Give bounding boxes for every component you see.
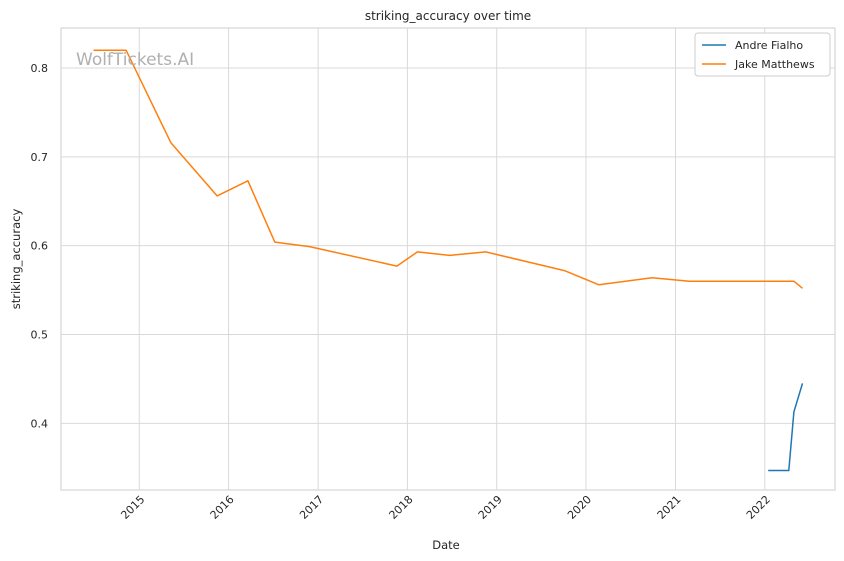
series-line-andre-fialho — [768, 383, 804, 472]
y-tick-labels: 0.4 0.5 0.6 0.7 0.8 — [31, 62, 49, 430]
x-tick-label: 2019 — [476, 493, 505, 522]
x-axis-label: Date — [432, 538, 460, 552]
plot-area — [60, 27, 836, 491]
y-tick-label: 0.8 — [31, 62, 49, 75]
series-line-jake-matthews — [93, 49, 803, 289]
x-tick-label: 2022 — [744, 493, 773, 522]
x-tick-label: 2015 — [118, 493, 147, 522]
y-axis-label: striking_accuracy — [9, 209, 23, 310]
legend: Andre Fialho Jake Matthews — [694, 32, 831, 77]
y-tick-label: 0.5 — [31, 329, 49, 342]
x-tick-label: 2020 — [565, 493, 594, 522]
y-tick-label: 0.6 — [31, 240, 49, 253]
y-tick-label: 0.7 — [31, 151, 49, 164]
watermark: WolfTickets.AI — [76, 50, 194, 70]
x-tick-label: 2021 — [655, 493, 684, 522]
x-tick-labels: 2015 2016 2017 2018 2019 2020 2021 2022 — [118, 493, 773, 522]
legend-label-andre-fialho: Andre Fialho — [735, 39, 803, 52]
x-tick-label: 2018 — [387, 493, 416, 522]
legend-label-jake-matthews: Jake Matthews — [734, 58, 815, 71]
x-tick-label: 2016 — [208, 493, 237, 522]
x-tick-label: 2017 — [297, 493, 326, 522]
legend-box — [694, 32, 831, 77]
series-lines — [93, 49, 804, 472]
y-tick-label: 0.4 — [31, 417, 49, 430]
x-gridlines — [138, 28, 766, 490]
chart-title: striking_accuracy over time — [365, 9, 531, 23]
